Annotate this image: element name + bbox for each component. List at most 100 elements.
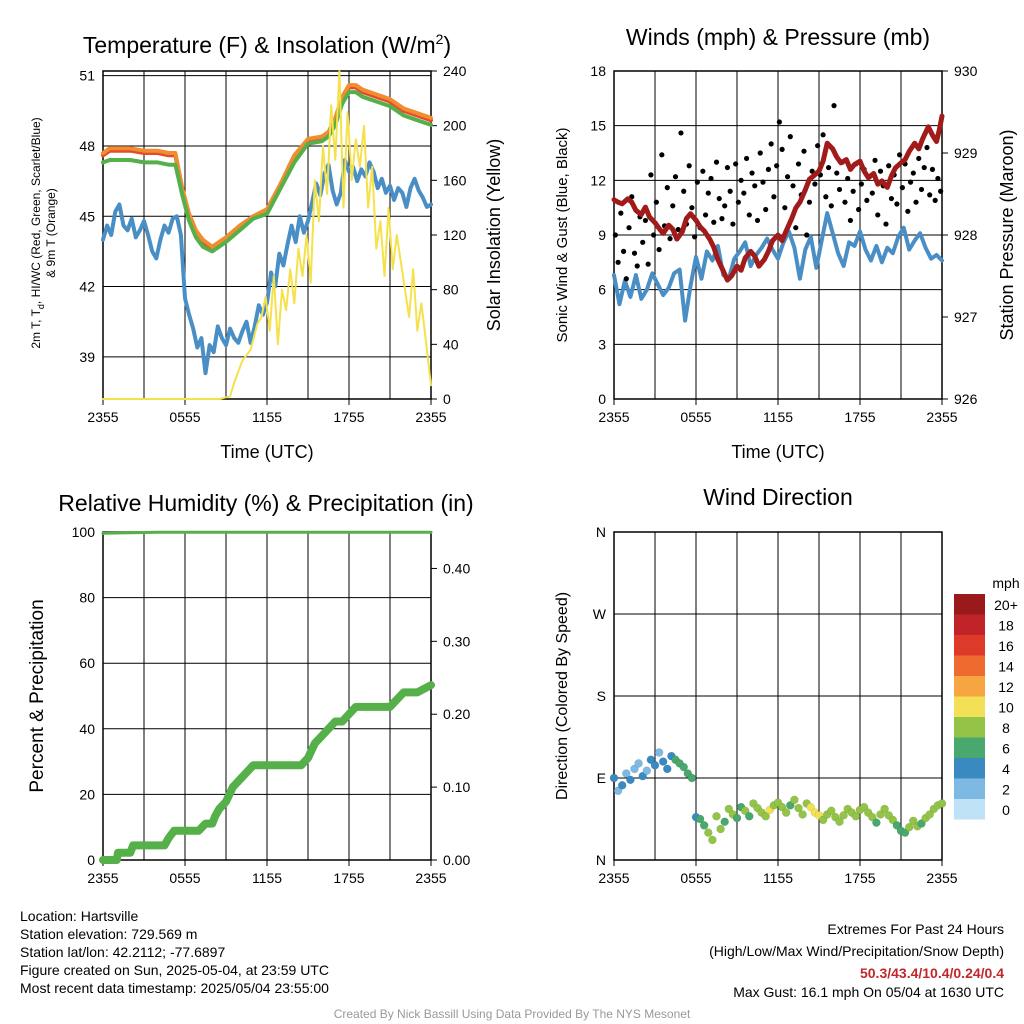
gust-point	[875, 212, 881, 218]
colorbar-label: 6	[1002, 741, 1010, 757]
gust-point	[790, 183, 796, 189]
winds-y2tick-label: 928	[954, 227, 978, 243]
gust-point	[842, 199, 848, 205]
gust-point	[872, 157, 878, 163]
gust-point	[905, 208, 911, 214]
latlon-text: Station lat/lon: 42.2112; -77.6897	[20, 944, 226, 960]
gust-point	[828, 203, 834, 209]
winds-y2tick-label: 929	[954, 145, 978, 161]
temp-axes: 39 42 45 48 51 0 40 80 120 160 200 240 2355 0555 1155 1…	[79, 63, 466, 425]
gust-point	[845, 175, 851, 182]
gust-point	[705, 190, 711, 196]
winds-ytick-label: 18	[590, 63, 606, 79]
extremes-values: 50.3/43.4/10.4/0.24/0.4	[859, 965, 1004, 981]
elevation-text: Station elevation: 729.569 m	[20, 926, 198, 942]
temp-series-line	[102, 70, 432, 400]
direction-point	[868, 812, 877, 822]
gust-point	[670, 203, 676, 209]
temp-ytick-label: 48	[79, 138, 95, 154]
dir-xtick-label: 2355	[598, 870, 629, 886]
gust-point	[804, 232, 810, 238]
rh-ytick-label: 100	[72, 524, 96, 540]
wind-line	[612, 211, 944, 323]
gust-point	[686, 163, 692, 169]
direction-point	[818, 815, 828, 825]
temp-ylabel: 2m T, Td, HI/WC (Red, Green, Scarlet/Blu…	[29, 117, 46, 348]
gust-point	[664, 185, 670, 191]
rh-chart-title: Relative Humidity (%) & Precipitation (i…	[58, 490, 473, 516]
direction-point	[925, 810, 934, 819]
temp-y2tick-label: 160	[443, 172, 467, 188]
direction-point	[794, 803, 803, 813]
direction-point	[704, 828, 713, 837]
winds-xtick-label: 2355	[926, 409, 957, 425]
precip-line	[99, 681, 435, 864]
gust-point	[938, 188, 944, 194]
gust-point	[932, 197, 938, 203]
gust-point	[886, 163, 892, 169]
direction-point	[909, 816, 918, 826]
gust-point	[825, 164, 832, 171]
colorbar-label: 4	[1002, 761, 1010, 777]
temp-xtick-label: 0555	[169, 409, 200, 425]
direction-point	[732, 813, 742, 823]
winds-y2tick-label: 926	[954, 391, 978, 407]
extremes-info: Extremes For Past 24 Hours (High/Low/Max…	[709, 918, 1004, 1000]
direction-point	[835, 817, 844, 826]
temp-series-line	[101, 90, 433, 254]
rh-xtick-label: 0555	[169, 870, 200, 886]
gust-point	[749, 170, 755, 176]
gust-point	[858, 181, 864, 187]
direction-point	[617, 781, 627, 790]
colorbar-label: 14	[998, 659, 1014, 675]
direction-point	[937, 799, 947, 808]
gust-point	[735, 199, 741, 205]
direction-point	[740, 806, 750, 816]
gust-point	[754, 217, 761, 224]
colorbar-swatch	[954, 717, 985, 738]
gust-point	[689, 205, 695, 211]
direction-point	[679, 762, 688, 772]
temp-xtick-label: 2355	[87, 409, 118, 425]
rh-ytick-label: 0	[87, 852, 95, 868]
direction-point	[716, 824, 725, 834]
gust-point	[642, 217, 649, 224]
created-text: Figure created on Sun, 2025-05-04, at 23…	[20, 962, 329, 978]
gust-point	[656, 246, 662, 253]
gust-point	[836, 186, 843, 193]
gust-point	[927, 192, 933, 198]
gust-point	[869, 190, 875, 196]
winds-ytick-label: 9	[598, 227, 606, 243]
gust-point	[850, 188, 856, 194]
gust-point	[700, 168, 706, 174]
gust-point	[746, 212, 752, 218]
rh-ylabel: Percent & Precipitation	[27, 599, 48, 792]
colorbar-label: 16	[998, 638, 1014, 654]
rh-y2tick-label: 0.10	[443, 779, 470, 795]
dir-xtick-label: 1155	[763, 870, 793, 886]
colorbar-title: mph	[992, 575, 1019, 591]
direction-point	[638, 771, 647, 781]
winds-y2tick-label: 930	[954, 63, 978, 79]
colorbar-swatch	[954, 655, 985, 676]
gust-point	[743, 155, 750, 162]
winds-y2tick-label: 927	[954, 309, 978, 325]
winds-axes: 0 3 6 9 12 15 18 926 927 928 929 930 2355 0555 1155 175…	[590, 63, 977, 425]
temp-ytick-label: 45	[79, 208, 95, 224]
gust-point	[774, 163, 780, 169]
gust-point	[877, 168, 884, 174]
colorbar-swatch	[954, 737, 985, 758]
direction-point	[777, 802, 787, 812]
direction-point	[699, 821, 709, 830]
gust-point	[856, 206, 862, 213]
colorbar-label: 18	[998, 618, 1014, 634]
rh-xtick-label: 2355	[415, 870, 446, 886]
colorbar-label: 8	[1002, 720, 1010, 736]
gust-point	[645, 261, 651, 267]
direction-point	[904, 822, 914, 832]
gust-point	[675, 226, 681, 233]
gust-point	[694, 179, 700, 185]
rh-ytick-label: 40	[79, 721, 95, 737]
gust-point	[929, 166, 936, 172]
direction-point	[658, 757, 668, 766]
